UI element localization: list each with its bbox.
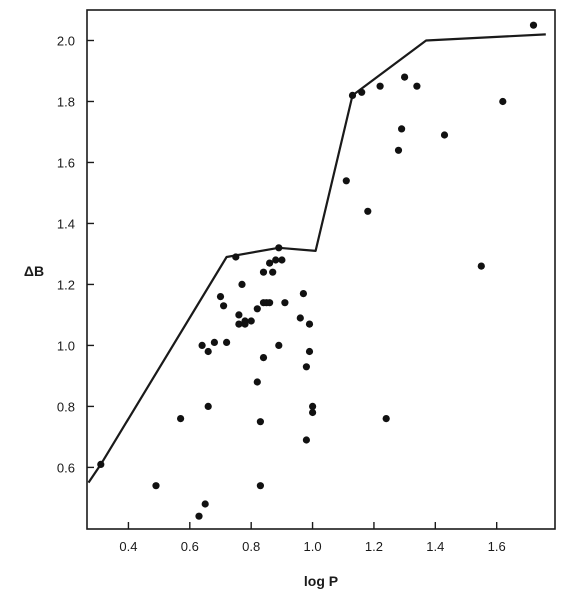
data-point [272,256,280,264]
data-point [499,97,507,106]
plot-frame [86,9,556,530]
data-point [358,88,366,96]
data-point [382,415,390,423]
data-point [309,402,317,410]
data-point [275,341,283,349]
data-point [223,338,231,346]
x-axis: 0.4 0.6 0.8 1.0 1.2 1.4 1.6 [119,522,506,554]
data-point [529,21,538,29]
x-tick-label: 1.2 [365,539,383,554]
data-point [256,482,264,490]
data-point [278,256,286,264]
data-point [216,293,225,301]
data-point [348,91,357,99]
data-point [299,290,307,298]
x-tick-label: 0.8 [242,539,260,554]
data-point [235,320,243,328]
data-point [253,378,261,386]
data-point [413,82,421,90]
data-points [97,21,538,520]
data-point [398,125,406,133]
data-point [364,207,372,215]
data-point [204,347,212,356]
x-tick-label: 1.6 [488,539,506,554]
y-tick-label: 0.8 [57,399,75,414]
data-point [266,259,274,267]
x-tick-label: 0.6 [181,539,199,554]
data-point [305,347,314,356]
data-point [302,363,310,371]
data-point [440,131,449,139]
data-point [342,177,350,185]
y-axis: 0.6 0.8 1.0 1.2 1.4 1.6 1.8 2.0 [57,33,94,475]
x-tick-label: 0.4 [119,539,137,554]
data-point [235,311,243,319]
data-point [253,305,261,313]
data-point [309,408,317,417]
y-tick-label: 1.2 [57,277,75,292]
data-point [305,320,314,328]
data-point [259,354,268,362]
data-point [266,299,274,307]
data-point [281,299,289,307]
data-point [376,82,384,90]
y-tick-label: 1.4 [57,216,75,231]
data-point [302,436,310,444]
y-tick-label: 1.0 [57,338,75,353]
data-point [195,512,203,520]
data-point [256,418,264,426]
y-tick-label: 0.6 [57,460,75,475]
x-tick-label: 1.4 [426,539,444,554]
data-point [296,314,304,322]
data-point [152,482,160,490]
data-point [247,317,255,325]
data-point [241,320,249,328]
data-point [198,341,206,349]
x-axis-title: log P [304,573,338,589]
envelope-line [87,33,546,484]
data-point [477,262,485,270]
data-point [201,500,209,508]
data-point [394,146,403,154]
data-point [232,253,240,261]
data-point [259,268,268,276]
data-point [238,280,246,288]
y-tick-label: 1.6 [57,155,75,170]
y-axis-title: ΔB [24,263,44,279]
data-point [401,73,409,81]
data-point [220,302,228,310]
data-point [177,415,185,423]
data-point [275,244,283,252]
y-tick-label: 2.0 [57,33,75,48]
data-point [204,402,212,410]
data-point [269,268,277,276]
y-tick-label: 1.8 [57,94,75,109]
data-point [97,460,105,468]
data-point [210,338,218,346]
x-tick-label: 1.0 [304,539,322,554]
